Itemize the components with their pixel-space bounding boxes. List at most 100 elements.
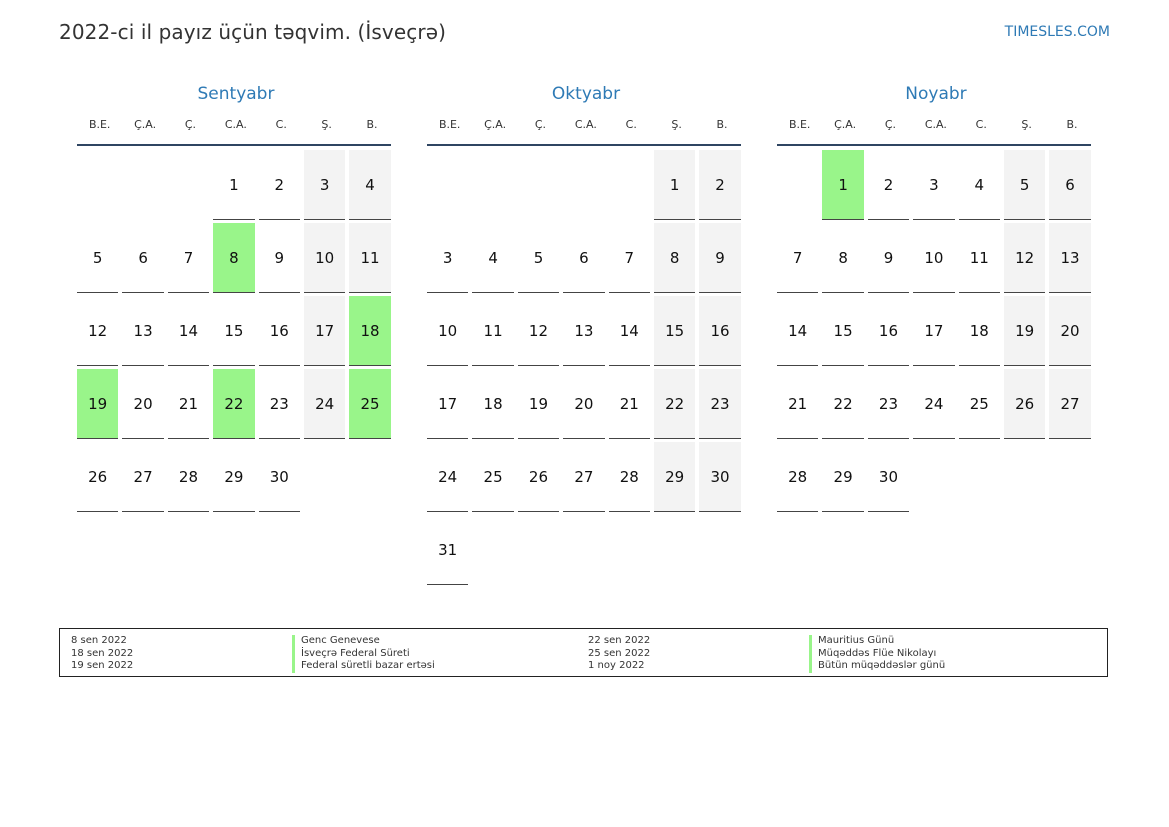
legend-date: 19 sen 2022 <box>71 660 134 671</box>
day-cell: 21 <box>777 369 819 439</box>
day-cell: 20 <box>122 369 164 439</box>
empty-day-cell <box>427 150 468 219</box>
day-cell: 9 <box>867 223 910 293</box>
month-sentyabr: Sentyabr B.E. Ç.A. Ç. C.A. C. Ş. B. 1 2 3 4 5 6 7 8 9 10 1… <box>77 84 395 515</box>
legend-holiday-name: Mauritius Günü <box>809 635 945 648</box>
weekend-day-cell: 19 <box>1003 296 1046 366</box>
weekday-label: B.E. <box>438 118 461 131</box>
empty-day-cell <box>777 150 818 219</box>
weekday-label: C. <box>975 118 987 131</box>
empty-day-cell <box>609 150 650 219</box>
weekend-day-cell: 3 <box>303 150 346 220</box>
weekend-day-cell: 4 <box>349 150 391 220</box>
weekday-label: Ç.A. <box>834 118 857 131</box>
day-cell: 23 <box>258 369 300 439</box>
legend-date: 8 sen 2022 <box>71 635 127 646</box>
day-cell: 28 <box>167 442 210 512</box>
header-divider <box>777 144 1091 146</box>
month-oktyabr: Oktyabr B.E. Ç.A. Ç. C.A. C. Ş. B. 1 2 3 4 5 6 7 8 9 10 11… <box>427 84 745 588</box>
legend-dates-right: 22 sen 2022 25 sen 2022 1 noy 2022 <box>588 635 650 673</box>
weekday-label: Ş. <box>671 118 682 131</box>
week-row: 10 11 12 13 14 15 16 <box>427 296 745 369</box>
legend-holiday-name: Federal süretli bazar ertəsi <box>292 660 435 673</box>
holiday-day-cell: 22 <box>213 369 255 439</box>
weekend-day-cell: 8 <box>653 223 696 293</box>
holiday-day-cell: 18 <box>349 296 391 366</box>
empty-day-cell <box>77 150 118 219</box>
empty-day-cell <box>699 515 740 584</box>
weekend-day-cell: 1 <box>653 150 696 220</box>
week-row: 26 27 28 29 30 <box>77 442 395 515</box>
day-cell: 5 <box>77 223 119 293</box>
empty-day-cell <box>563 515 604 584</box>
header-divider <box>427 144 741 146</box>
day-cell: 29 <box>822 442 864 512</box>
weekday-label: Ç.A. <box>484 118 507 131</box>
day-cell: 10 <box>913 223 955 293</box>
week-row: 5 6 7 8 9 10 11 <box>77 223 395 296</box>
day-cell: 25 <box>958 369 1000 439</box>
week-row: 19 20 21 22 23 24 25 <box>77 369 395 442</box>
day-cell: 24 <box>913 369 955 439</box>
month-title: Sentyabr <box>197 84 275 104</box>
week-row: 24 25 26 27 28 29 30 <box>427 442 745 515</box>
legend-date: 25 sen 2022 <box>588 647 651 659</box>
day-cell: 24 <box>427 442 469 512</box>
day-cell: 14 <box>167 296 210 366</box>
weekday-label: B.E. <box>788 118 811 131</box>
weeks-grid: 1 2 3 4 5 6 7 8 9 10 11 12 13 14 15 16 17 18 19 20 21 22 23 24 2… <box>777 150 1095 515</box>
week-row: 28 29 30 <box>777 442 1095 515</box>
week-row: 7 8 9 10 11 12 13 <box>777 223 1095 296</box>
weekend-day-cell: 6 <box>1049 150 1091 220</box>
day-cell: 7 <box>777 223 819 293</box>
brand-link[interactable]: TIMESLES.COM <box>1004 24 1110 40</box>
weekend-day-cell: 30 <box>699 442 741 512</box>
empty-day-cell <box>654 515 695 584</box>
weekday-header-row: B.E. Ç.A. Ç. C.A. C. Ş. B. <box>77 118 395 136</box>
weekday-label: C. <box>275 118 287 131</box>
legend-dates-left: 8 sen 2022 18 sen 2022 19 sen 2022 <box>71 635 133 673</box>
day-cell: 13 <box>122 296 164 366</box>
day-cell: 2 <box>867 150 910 220</box>
legend-holiday-name: Müqəddəs Flüe Nikolayı <box>809 647 945 660</box>
day-cell: 2 <box>258 150 300 220</box>
day-cell: 17 <box>913 296 955 366</box>
day-cell: 26 <box>517 442 560 512</box>
weeks-grid: 1 2 3 4 5 6 7 8 9 10 11 12 13 14 15 16 17 18 19 20 21 22 23 24 2… <box>427 150 745 588</box>
weekday-label: C.A. <box>924 118 947 131</box>
weekend-day-cell: 2 <box>699 150 741 220</box>
day-cell: 19 <box>517 369 560 439</box>
empty-day-cell <box>304 442 345 511</box>
weekday-label: B. <box>716 118 728 131</box>
weekend-day-cell: 17 <box>303 296 346 366</box>
day-cell: 30 <box>867 442 910 512</box>
day-cell: 15 <box>213 296 255 366</box>
week-row: 31 <box>427 515 745 588</box>
day-cell: 23 <box>867 369 910 439</box>
day-cell: 12 <box>77 296 119 366</box>
weekend-day-cell: 20 <box>1049 296 1091 366</box>
day-cell: 7 <box>167 223 210 293</box>
day-cell: 6 <box>563 223 605 293</box>
weekday-label: C.A. <box>574 118 597 131</box>
empty-day-cell <box>472 150 513 219</box>
weekend-day-cell: 5 <box>1003 150 1046 220</box>
day-cell: 27 <box>563 442 605 512</box>
empty-day-cell <box>1004 442 1045 511</box>
day-cell: 10 <box>427 296 469 366</box>
legend-date: 18 sen 2022 <box>71 647 134 659</box>
empty-day-cell <box>518 515 559 584</box>
day-cell: 20 <box>563 369 605 439</box>
day-cell: 16 <box>867 296 910 366</box>
week-row: 17 18 19 20 21 22 23 <box>427 369 745 442</box>
weekend-day-cell: 15 <box>653 296 696 366</box>
empty-day-cell <box>563 150 604 219</box>
day-cell: 26 <box>77 442 119 512</box>
day-cell: 4 <box>958 150 1000 220</box>
day-cell: 29 <box>213 442 255 512</box>
empty-day-cell <box>122 150 163 219</box>
holiday-day-cell: 8 <box>213 223 255 293</box>
